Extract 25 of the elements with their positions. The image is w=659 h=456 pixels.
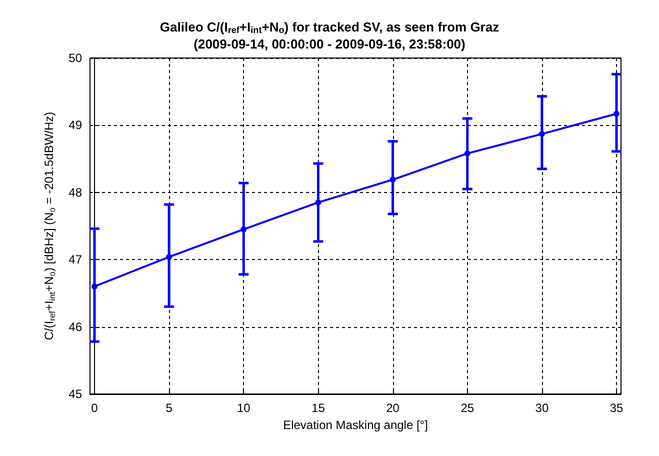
y-tick-label: 46 [68, 320, 82, 334]
x-tick-label: 20 [386, 401, 400, 415]
y-tick-label: 47 [68, 252, 82, 267]
x-tick-label: 10 [236, 401, 251, 415]
x-tick-label: 15 [312, 401, 326, 415]
point [240, 226, 247, 232]
point [166, 254, 172, 260]
chart-subtitle: (2009-09-14, 00:00:00 - 2009-09-16, 23:58:00) [194, 36, 466, 52]
y-tick-label: 49 [68, 118, 82, 132]
point [315, 199, 322, 206]
x-axis-title: Elevation Masking angle [°] [283, 418, 428, 432]
x-tick-label: 0 [91, 401, 98, 415]
x-tick-label: 25 [460, 401, 474, 415]
x-tick-label: 35 [610, 401, 624, 415]
x-tick-label: 5 [166, 401, 173, 415]
x-tick-label: 30 [535, 401, 549, 415]
y-tick-label: 48 [68, 185, 82, 200]
y-tick-label: 45 [68, 387, 82, 401]
point [538, 130, 545, 137]
point [91, 283, 98, 290]
point [614, 110, 620, 117]
point [464, 150, 470, 156]
point [390, 176, 396, 183]
text: C/(Iref+Iint+No) [dBHz] (No = -201.5dBW/Hz) [42, 112, 57, 340]
y-tick-label: 50 [68, 51, 82, 65]
